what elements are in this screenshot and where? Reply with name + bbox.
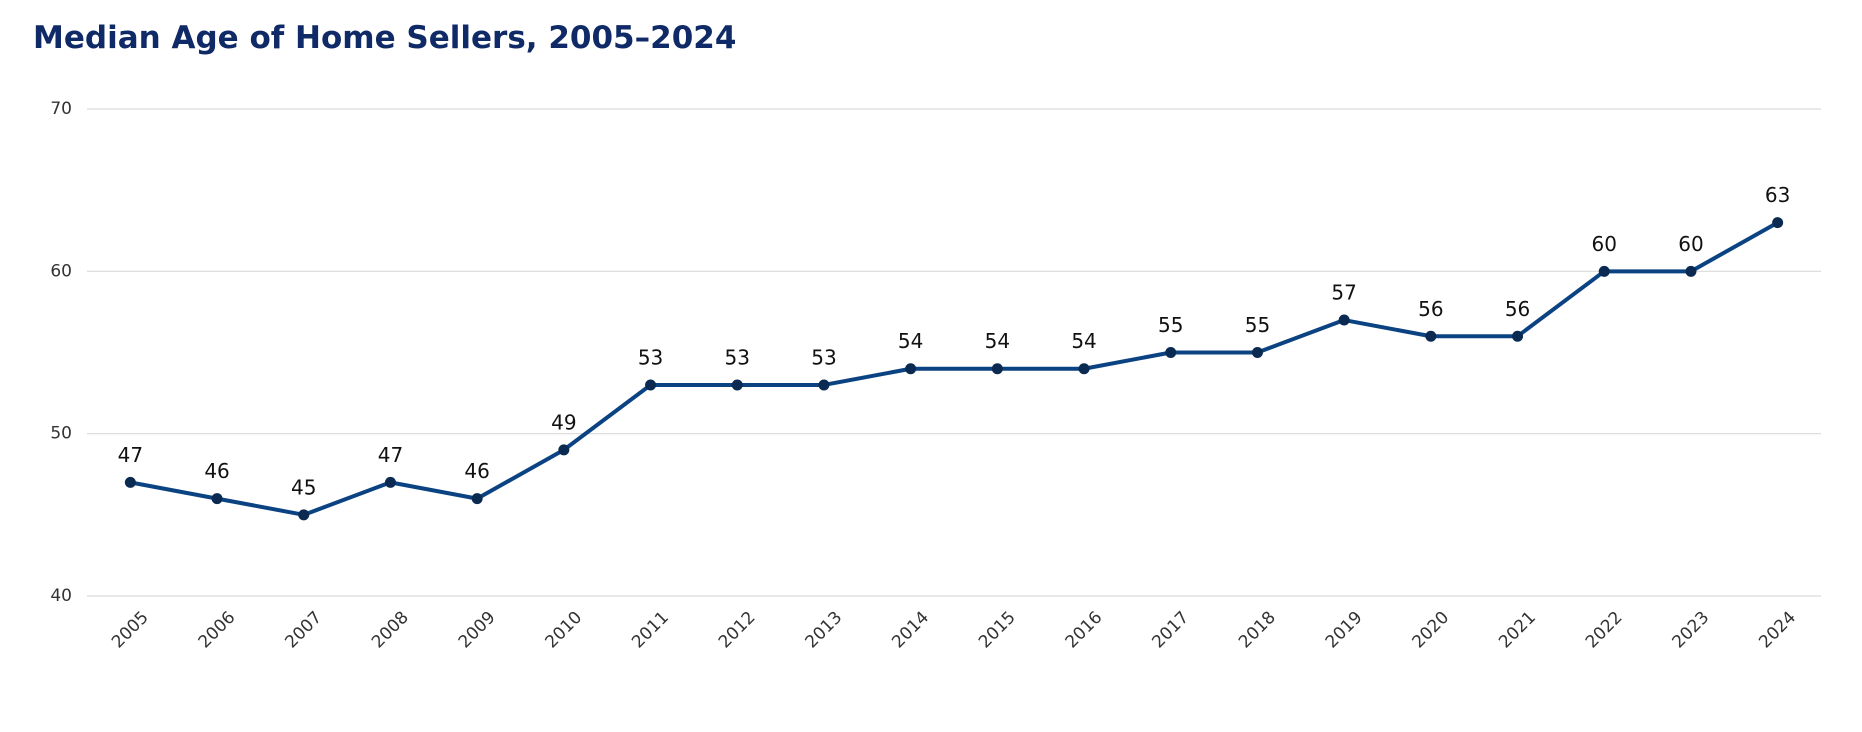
data-label: 57 <box>1331 281 1356 305</box>
x-tick-label: 2012 <box>715 608 760 653</box>
data-label: 60 <box>1592 232 1617 256</box>
line <box>129 220 1779 517</box>
marker <box>991 363 1003 375</box>
data-label: 46 <box>464 459 489 483</box>
x-tick-label: 2016 <box>1062 608 1107 653</box>
data-label: 54 <box>898 329 923 353</box>
data-label: 55 <box>1158 313 1183 337</box>
marker <box>731 379 743 391</box>
marker <box>1078 363 1090 375</box>
y-tick-label: 70 <box>50 99 72 119</box>
x-tick-label: 2023 <box>1669 608 1714 653</box>
marker <box>905 363 917 375</box>
marker <box>124 476 136 488</box>
data-label: 47 <box>118 443 143 467</box>
x-tick-label: 2010 <box>541 608 586 653</box>
marker <box>1598 265 1610 277</box>
data-label: 53 <box>638 345 663 369</box>
data-label: 63 <box>1765 183 1790 207</box>
marker <box>1512 330 1524 342</box>
x-tick-label: 2021 <box>1495 608 1540 653</box>
data-label: 56 <box>1505 297 1530 321</box>
x-tick-label: 2022 <box>1582 608 1627 653</box>
data-label: 45 <box>291 475 316 499</box>
x-tick-label: 2008 <box>368 608 413 653</box>
y-tick-label: 40 <box>50 586 72 606</box>
marker <box>558 444 570 456</box>
x-tick-label: 2024 <box>1755 608 1800 653</box>
marker <box>1251 347 1263 358</box>
y-tick-label: 60 <box>50 261 72 281</box>
data-label: 54 <box>985 329 1010 353</box>
data-label: 60 <box>1678 232 1703 256</box>
x-tick-label: 2017 <box>1148 608 1193 653</box>
marker <box>1425 330 1437 342</box>
marker <box>1685 265 1697 277</box>
marker <box>1772 217 1784 229</box>
data-label: 53 <box>811 345 836 369</box>
data-label: 47 <box>378 443 403 467</box>
data-label: 56 <box>1418 297 1443 321</box>
x-tick-label: 2006 <box>195 608 240 653</box>
data-label: 55 <box>1245 313 1270 337</box>
x-tick-label: 2018 <box>1235 608 1280 653</box>
data-label: 54 <box>1071 329 1096 353</box>
marker <box>818 379 830 391</box>
x-tick-label: 2014 <box>888 608 933 653</box>
marker <box>298 509 310 521</box>
y-tick-label: 50 <box>50 424 72 444</box>
x-tick-label: 2011 <box>628 608 673 653</box>
data-label: 46 <box>204 459 229 483</box>
marker <box>645 379 657 391</box>
chart-title: Median Age of Home Sellers, 2005–2024 <box>33 20 736 56</box>
data-label: 53 <box>725 345 750 369</box>
x-tick-label: 2020 <box>1408 608 1453 653</box>
marker <box>384 476 396 488</box>
x-tick-label: 2015 <box>975 608 1020 653</box>
x-tick-label: 2007 <box>281 608 326 653</box>
x-tick-label: 2009 <box>455 608 500 653</box>
marker <box>211 493 223 505</box>
x-tick-label: 2005 <box>108 608 153 653</box>
x-tick-label: 2019 <box>1322 608 1367 653</box>
marker <box>1165 347 1177 358</box>
marker <box>1338 314 1350 326</box>
x-tick-label: 2013 <box>802 608 847 653</box>
data-label: 49 <box>551 410 576 434</box>
marker <box>471 493 483 505</box>
